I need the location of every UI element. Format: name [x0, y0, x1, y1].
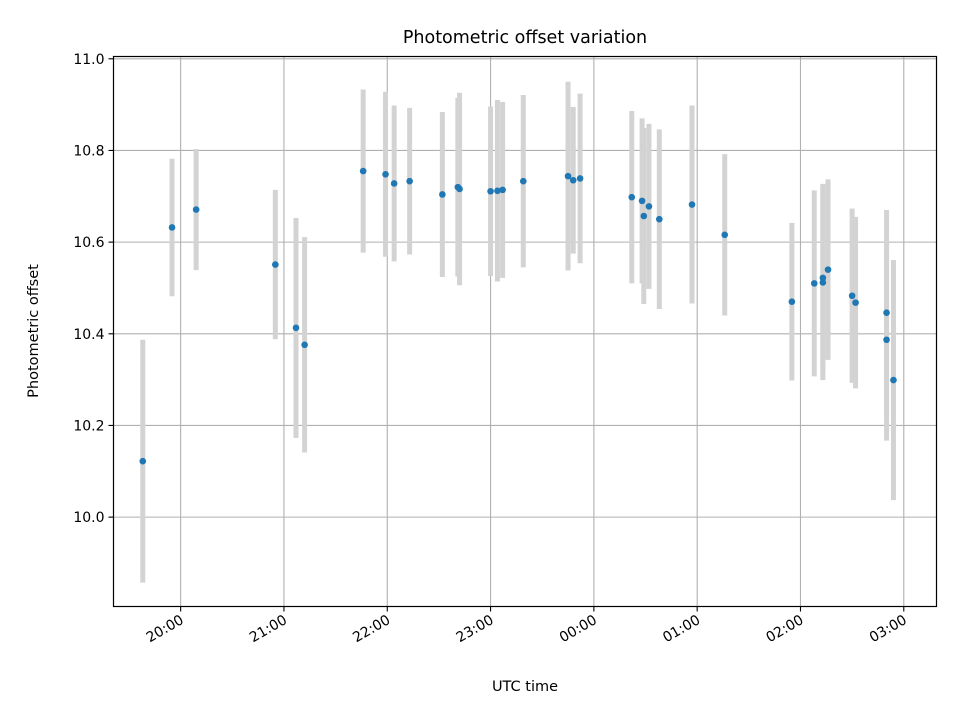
data-point — [640, 212, 648, 220]
plot-frame — [112, 55, 938, 608]
y-tick-label: 10.4 — [73, 327, 104, 343]
data-point — [883, 336, 890, 344]
data-point — [456, 185, 463, 193]
data-point — [359, 167, 367, 175]
data-point — [810, 280, 818, 287]
data-point — [788, 298, 796, 306]
data-point — [499, 186, 506, 194]
data-point — [168, 224, 176, 231]
data-point — [494, 187, 501, 195]
data-point — [638, 197, 646, 205]
data-point — [688, 201, 696, 208]
data-point — [819, 274, 827, 282]
y-tick-label: 11.0 — [73, 52, 104, 68]
data-point — [139, 457, 147, 465]
data-point — [564, 172, 572, 180]
data-point — [487, 187, 494, 195]
data-point — [848, 292, 856, 300]
y-axis: 10.0 10.2 10.4 10.6 10.8 11.0 — [73, 52, 114, 526]
data-point — [439, 191, 446, 198]
y-tick-label: 10.2 — [73, 418, 104, 434]
y-tick-label: 10.0 — [73, 510, 104, 526]
data-point — [519, 177, 527, 185]
data-point — [628, 193, 636, 201]
point-layer — [139, 167, 897, 465]
y-tick-label: 10.8 — [73, 143, 104, 159]
data-point — [292, 324, 300, 332]
data-point — [645, 203, 653, 210]
data-point — [390, 180, 398, 187]
data-point — [890, 376, 897, 384]
data-point — [569, 176, 577, 184]
data-point — [406, 177, 413, 185]
data-point — [301, 341, 308, 349]
data-point — [382, 170, 389, 178]
y-tick-label: 10.6 — [73, 235, 104, 251]
data-point — [192, 206, 200, 213]
data-point — [721, 231, 729, 239]
data-point — [272, 261, 279, 268]
data-point — [819, 279, 827, 286]
data-point — [883, 309, 890, 317]
data-point — [655, 215, 663, 223]
data-point — [576, 175, 584, 182]
x-axis-label: UTC time — [492, 679, 558, 695]
chart-title: Photometric offset variation — [403, 28, 647, 48]
data-point — [824, 266, 832, 273]
data-point — [852, 299, 859, 306]
y-axis-label: Photometric offset — [26, 264, 42, 398]
